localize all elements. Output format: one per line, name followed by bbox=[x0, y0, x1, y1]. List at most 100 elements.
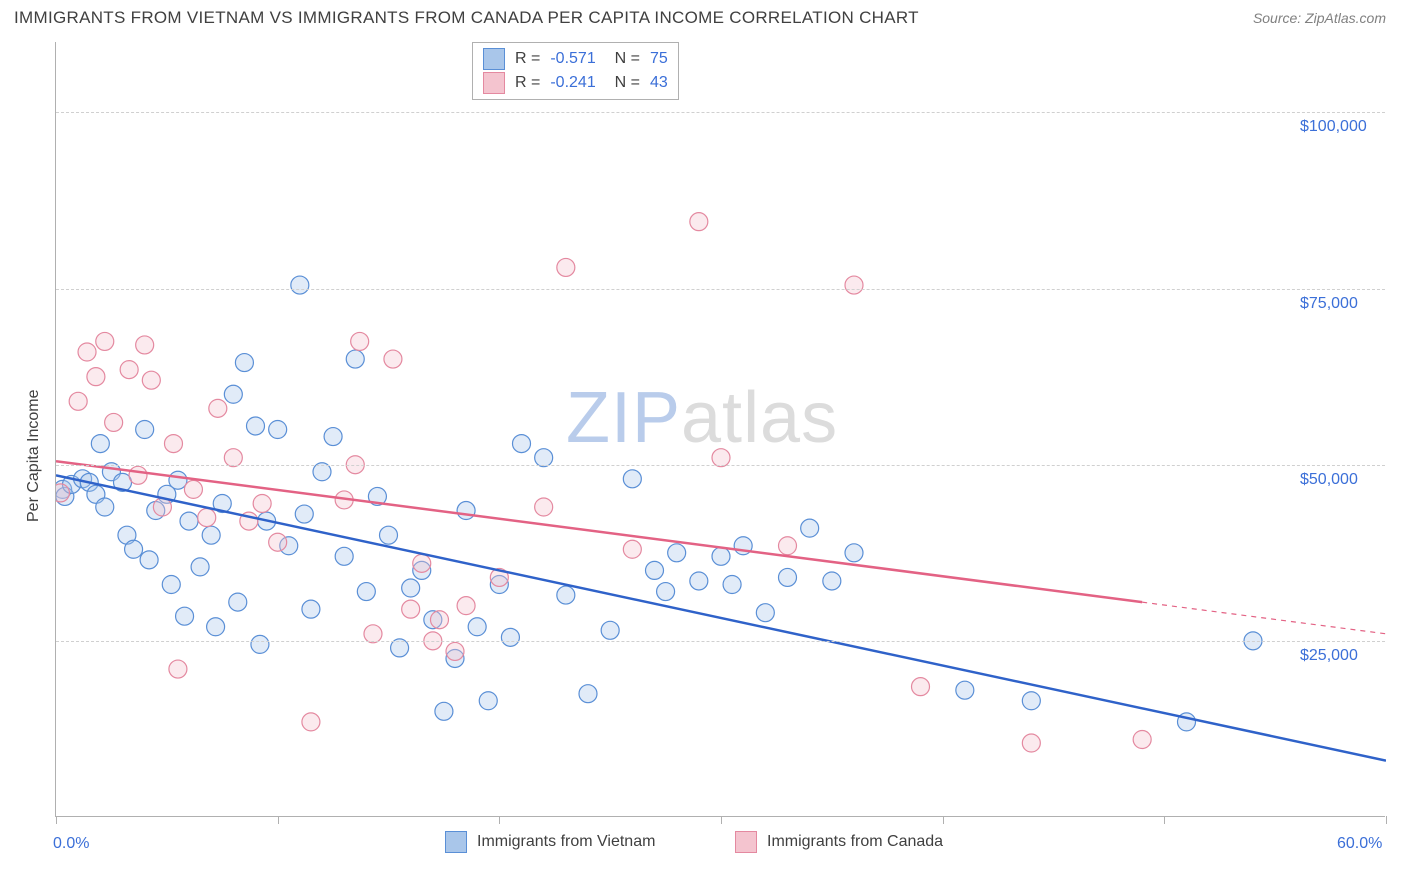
data-point bbox=[468, 618, 486, 636]
data-point bbox=[125, 540, 143, 558]
data-point bbox=[202, 526, 220, 544]
data-point bbox=[291, 276, 309, 294]
data-point bbox=[176, 607, 194, 625]
data-point bbox=[380, 526, 398, 544]
data-point bbox=[402, 579, 420, 597]
data-point bbox=[164, 435, 182, 453]
data-point bbox=[357, 583, 375, 601]
data-point bbox=[140, 551, 158, 569]
data-point bbox=[823, 572, 841, 590]
data-point bbox=[601, 621, 619, 639]
data-point bbox=[198, 509, 216, 527]
legend-swatch bbox=[483, 72, 505, 94]
x-tick bbox=[499, 816, 500, 824]
data-point bbox=[162, 576, 180, 594]
x-tick bbox=[278, 816, 279, 824]
data-point bbox=[269, 421, 287, 439]
trend-line bbox=[56, 475, 1386, 760]
data-point bbox=[779, 568, 797, 586]
y-tick-label: $25,000 bbox=[1300, 647, 1358, 665]
scatter-svg bbox=[56, 42, 1386, 817]
data-point bbox=[535, 498, 553, 516]
data-point bbox=[235, 354, 253, 372]
data-point bbox=[209, 399, 227, 417]
data-point bbox=[180, 512, 198, 530]
data-point bbox=[136, 421, 154, 439]
data-point bbox=[324, 428, 342, 446]
y-tick-label: $100,000 bbox=[1300, 118, 1367, 136]
data-point bbox=[413, 554, 431, 572]
data-point bbox=[579, 685, 597, 703]
x-tick-label: 60.0% bbox=[1337, 835, 1382, 853]
data-point bbox=[269, 533, 287, 551]
legend-swatch bbox=[735, 831, 757, 853]
data-point bbox=[184, 480, 202, 498]
chart-header: IMMIGRANTS FROM VIETNAM VS IMMIGRANTS FR… bbox=[0, 0, 1406, 32]
data-point bbox=[712, 547, 730, 565]
data-point bbox=[191, 558, 209, 576]
data-point bbox=[623, 540, 641, 558]
data-point bbox=[87, 368, 105, 386]
data-point bbox=[207, 618, 225, 636]
data-point bbox=[169, 471, 187, 489]
legend-label: Immigrants from Canada bbox=[767, 833, 943, 851]
data-point bbox=[557, 258, 575, 276]
x-tick bbox=[721, 816, 722, 824]
data-point bbox=[302, 713, 320, 731]
chart-title: IMMIGRANTS FROM VIETNAM VS IMMIGRANTS FR… bbox=[14, 8, 919, 28]
legend-swatch bbox=[445, 831, 467, 853]
trend-line-extrapolated bbox=[1142, 602, 1386, 634]
plot-area: ZIPatlas R = -0.571 N = 75R = -0.241 N =… bbox=[55, 42, 1385, 817]
data-point bbox=[623, 470, 641, 488]
data-point bbox=[335, 547, 353, 565]
chart-container: ZIPatlas R = -0.571 N = 75R = -0.241 N =… bbox=[0, 32, 1406, 882]
data-point bbox=[69, 392, 87, 410]
x-tick bbox=[943, 816, 944, 824]
r-label: R = bbox=[515, 47, 540, 71]
x-tick bbox=[1164, 816, 1165, 824]
data-point bbox=[229, 593, 247, 611]
data-point bbox=[351, 332, 369, 350]
data-point bbox=[956, 681, 974, 699]
correlation-legend-box: R = -0.571 N = 75R = -0.241 N = 43 bbox=[472, 42, 679, 100]
gridline bbox=[56, 112, 1385, 113]
data-point bbox=[501, 628, 519, 646]
data-point bbox=[513, 435, 531, 453]
data-point bbox=[912, 678, 930, 696]
data-point bbox=[384, 350, 402, 368]
data-point bbox=[801, 519, 819, 537]
data-point bbox=[56, 484, 69, 502]
data-point bbox=[457, 597, 475, 615]
n-label: N = bbox=[606, 71, 640, 95]
data-point bbox=[1133, 731, 1151, 749]
data-point bbox=[96, 498, 114, 516]
data-point bbox=[142, 371, 160, 389]
data-point bbox=[169, 660, 187, 678]
y-axis-label: Per Capita Income bbox=[25, 389, 43, 522]
data-point bbox=[690, 213, 708, 231]
x-tick bbox=[1386, 816, 1387, 824]
correlation-row: R = -0.241 N = 43 bbox=[483, 71, 668, 95]
r-label: R = bbox=[515, 71, 540, 95]
data-point bbox=[479, 692, 497, 710]
data-point bbox=[779, 537, 797, 555]
data-point bbox=[756, 604, 774, 622]
data-point bbox=[247, 417, 265, 435]
bottom-legend-item: Immigrants from Vietnam bbox=[445, 831, 655, 853]
data-point bbox=[105, 413, 123, 431]
gridline bbox=[56, 289, 1385, 290]
data-point bbox=[78, 343, 96, 361]
y-tick-label: $50,000 bbox=[1300, 471, 1358, 489]
gridline bbox=[56, 465, 1385, 466]
data-point bbox=[251, 635, 269, 653]
x-tick-label: 0.0% bbox=[53, 835, 89, 853]
r-value: -0.241 bbox=[550, 71, 595, 95]
bottom-legend-item: Immigrants from Canada bbox=[735, 831, 943, 853]
data-point bbox=[120, 361, 138, 379]
data-point bbox=[435, 702, 453, 720]
correlation-row: R = -0.571 N = 75 bbox=[483, 47, 668, 71]
chart-source: Source: ZipAtlas.com bbox=[1253, 10, 1386, 26]
data-point bbox=[457, 502, 475, 520]
data-point bbox=[446, 642, 464, 660]
legend-label: Immigrants from Vietnam bbox=[477, 833, 655, 851]
